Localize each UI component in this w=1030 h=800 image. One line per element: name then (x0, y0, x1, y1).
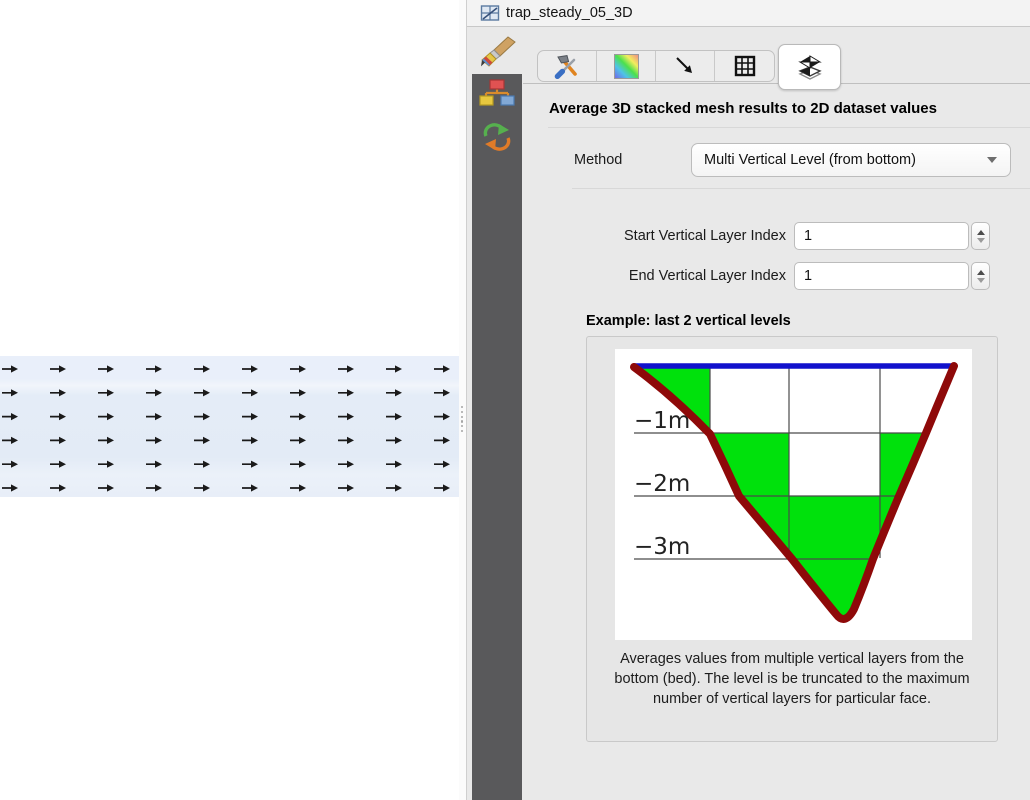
start-layer-input[interactable]: 1 (794, 222, 969, 250)
example-title: Example: last 2 vertical levels (586, 313, 791, 329)
mesh-grid-icon (734, 55, 755, 77)
step-up-icon[interactable] (976, 229, 985, 235)
stacked-levels-icon (797, 55, 822, 80)
symbology-button[interactable] (477, 34, 519, 74)
step-up-icon[interactable] (976, 269, 985, 275)
vector-arrow-icon (676, 57, 692, 73)
method-label: Method (574, 152, 623, 168)
end-layer-input[interactable]: 1 (794, 262, 969, 290)
panel-title: trap_steady_05_3D (506, 5, 633, 21)
tab-bar-divider (523, 83, 1030, 84)
arrow-tails (2, 368, 443, 489)
example-diagram: −1m −2m −3m (615, 349, 972, 640)
example-caption: Averages values from multiple vertical l… (614, 651, 970, 707)
panel-splitter[interactable] (459, 0, 466, 800)
tab-general[interactable] (538, 51, 597, 81)
tab-contours[interactable] (597, 51, 656, 81)
valley-cross-section: −1m −2m −3m (630, 362, 958, 623)
reload-datasets-button[interactable] (472, 116, 522, 158)
left-toolbar (472, 74, 522, 800)
paintbrush-icon (481, 36, 516, 67)
end-layer-stepper[interactable] (971, 262, 990, 290)
section-heading: Average 3D stacked mesh results to 2D da… (549, 100, 937, 117)
step-down-icon[interactable] (976, 237, 985, 243)
map-canvas[interactable] (0, 0, 466, 800)
tools-icon (554, 55, 577, 79)
example-caption-wrap: Averages values from multiple vertical l… (587, 649, 997, 709)
bed-curve (630, 362, 958, 623)
depth-grid-lines (634, 366, 926, 560)
tab-vectors[interactable] (656, 51, 715, 81)
chevron-down-icon (987, 157, 997, 163)
settings-tab-bar (537, 50, 775, 82)
color-gradient-icon (613, 53, 639, 79)
vector-arrows-layer (2, 365, 450, 492)
end-layer-label: End Vertical Layer Index (628, 268, 786, 284)
panel-title-bar: trap_steady_05_3D (467, 0, 1030, 27)
depth-label-2m: −2m (634, 471, 690, 497)
splitter-handle-dots (461, 406, 464, 433)
mesh-layer-icon (480, 5, 500, 21)
start-layer-stepper[interactable] (971, 222, 990, 250)
method-combobox[interactable]: Multi Vertical Level (from bottom) (691, 143, 1011, 177)
reload-icon (483, 123, 511, 151)
method-divider (572, 188, 1030, 189)
vector-field-band (0, 356, 460, 497)
start-layer-label: Start Vertical Layer Index (624, 228, 786, 244)
layer-tree-icon (479, 79, 515, 106)
tab-stacked-averaging[interactable] (778, 44, 841, 90)
method-value: Multi Vertical Level (from bottom) (704, 152, 916, 168)
mesh-properties-panel: trap_steady_05_3D (466, 0, 1030, 800)
arrow-heads (11, 365, 450, 492)
example-panel: −1m −2m −3m Averages values from multipl… (586, 336, 998, 742)
depth-label-1m: −1m (634, 408, 690, 434)
tab-mesh-frame[interactable] (715, 51, 774, 81)
step-down-icon[interactable] (976, 277, 985, 283)
depth-label-3m: −3m (634, 534, 690, 560)
frame-divider (548, 127, 1030, 128)
structure-tree-button[interactable] (472, 74, 522, 116)
